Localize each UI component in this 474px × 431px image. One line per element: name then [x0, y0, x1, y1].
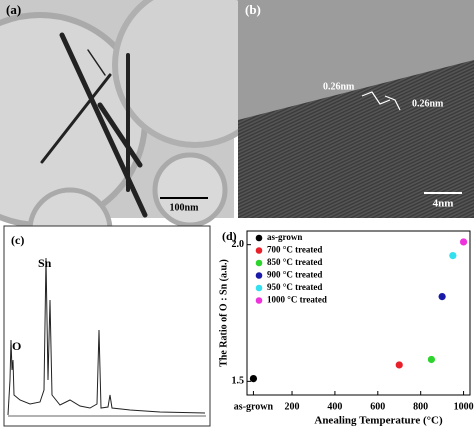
legend-label: 700 °C treated [267, 245, 322, 255]
panel-label: (c) [11, 233, 24, 247]
spacing-marker [361, 91, 391, 105]
panel-label: (b) [245, 2, 261, 17]
x-tick-label: 200 [285, 401, 300, 412]
scale-label: 4nm [433, 198, 454, 210]
point [438, 293, 446, 301]
spectrum-frame [3, 225, 211, 427]
spacing-marker [384, 95, 401, 111]
legend-marker [255, 259, 263, 267]
x-tick-label: as-grown [234, 401, 274, 412]
scale-label: 100nm [170, 202, 200, 213]
legend-label: 900 °C treated [267, 270, 322, 280]
panel-label: (a) [6, 2, 21, 17]
legend-marker [255, 234, 263, 242]
amorphous-region [238, 0, 474, 120]
y-axis-label: The Ratio of O : Sn (a.u.) [218, 259, 229, 367]
panel-c: (c) O Sn [3, 225, 211, 427]
legend-label: 1000 °C treated [267, 295, 327, 305]
point [459, 238, 468, 246]
x-tick-label: 600 [370, 401, 385, 412]
point [449, 252, 457, 260]
spacing-label: 0.26nm [412, 98, 444, 109]
y-tick-label: 1.5 [232, 376, 245, 387]
legend-label: 950 °C treated [267, 282, 322, 292]
nanowires [40, 32, 148, 218]
point [395, 361, 403, 369]
legend-marker [255, 272, 263, 279]
panel-label: (d) [222, 229, 237, 243]
legend-marker [255, 297, 263, 304]
film-hole [152, 152, 228, 228]
point [427, 355, 436, 364]
y-tick-label: 2.0 [232, 239, 245, 250]
legend-marker [255, 247, 263, 254]
panel-b: (b) 0.26nm 0.26nm 4nm [238, 0, 474, 218]
spectrum [7, 257, 206, 416]
spacing-label: 0.26nm [323, 81, 355, 92]
legend-label: as-grown [267, 232, 302, 242]
x-tick-label: 800 [413, 401, 428, 412]
peak-label: O [12, 339, 21, 353]
x-tick-label: 400 [327, 401, 342, 412]
legend-label: 850 °C treated [267, 257, 322, 267]
x-tick-label: 1000 [454, 401, 474, 412]
peak-label: Sn [38, 256, 52, 270]
x-axis-label: Anealing Temperature (°C) [314, 415, 443, 427]
plot-frame [246, 230, 471, 396]
point [249, 375, 258, 383]
legend-marker [255, 284, 263, 292]
